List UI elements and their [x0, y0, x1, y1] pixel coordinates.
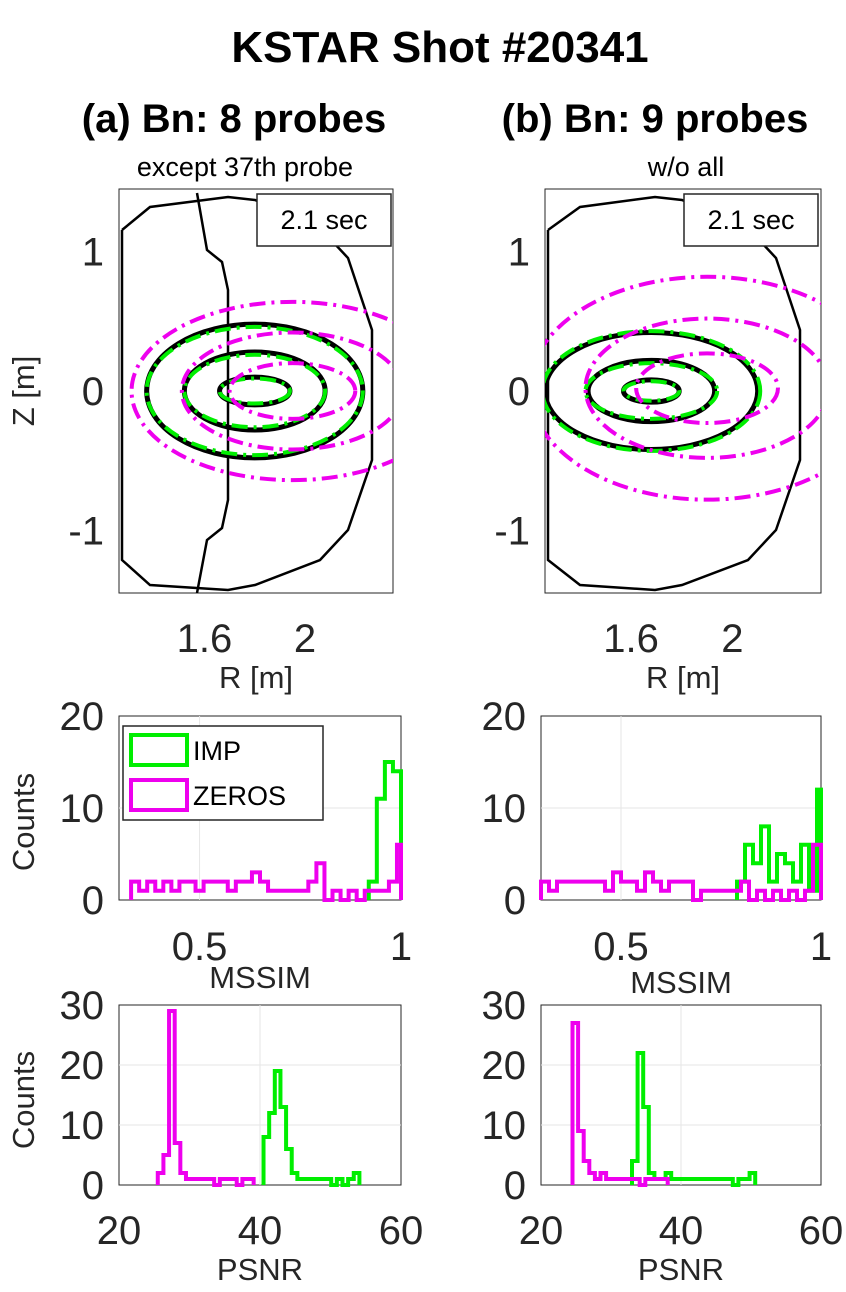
panel-b-subtitle: w/o all	[647, 152, 725, 182]
y-axis-label: Counts	[6, 1051, 41, 1149]
x-tick-label: 40	[238, 1209, 283, 1253]
histogram-zeros	[129, 842, 403, 902]
y-tick-label: 10	[482, 1104, 527, 1148]
y-tick-label: 0	[504, 879, 526, 923]
x-axis-label: PSNR	[638, 1252, 724, 1287]
legend-swatch-imp	[129, 733, 189, 767]
vessel-wall	[546, 195, 802, 592]
x-tick-label: 1	[390, 925, 412, 969]
contour-zeros	[129, 299, 393, 483]
x-tick-label: 1.6	[177, 617, 233, 661]
histogram-zeros	[570, 1021, 670, 1187]
legend-swatch-zeros	[129, 778, 189, 812]
x-axis-label: MSSIM	[630, 965, 732, 1000]
contour-imp	[182, 352, 328, 430]
y-tick-label: 0	[504, 1164, 526, 1208]
y-tick-label: 10	[60, 787, 105, 831]
y-tick-label: 30	[60, 984, 105, 1028]
y-tick-label: 0	[82, 370, 104, 414]
x-tick-label: 60	[379, 1209, 424, 1253]
axes-box	[118, 188, 394, 594]
contour-imp	[144, 324, 365, 458]
time-annotation: 2.1 sec	[280, 205, 367, 235]
contour-imp	[583, 361, 720, 421]
y-axis-label: Z [m]	[6, 356, 41, 427]
y-tick-label: 10	[60, 1104, 105, 1148]
histogram-imp	[366, 760, 403, 900]
y-tick-label: 10	[482, 787, 527, 831]
figure-title: KSTAR Shot #20341	[231, 23, 648, 72]
contour-panel-a: 1.6 2 -1 0 1 R [m] Z [m] 2.1 sec	[6, 188, 394, 695]
y-tick-label: 0	[82, 1164, 104, 1208]
contour-panel-b: 1.6 2 -1 0 1 R [m] 2.1 sec	[494, 188, 822, 695]
panel-b-title: (b) Bn: 9 probes	[502, 97, 809, 141]
contour-zeros	[634, 351, 780, 426]
x-tick-label: 0.5	[593, 925, 649, 969]
legend: IMP ZEROS	[122, 725, 324, 821]
legend-box	[122, 725, 324, 821]
contour-zeros	[179, 330, 393, 452]
x-tick-label: 60	[799, 1209, 844, 1253]
y-tick-label: 30	[482, 984, 527, 1028]
x-tick-label: 1	[810, 925, 832, 969]
y-tick-label: 0	[82, 879, 104, 923]
x-tick-label: 2	[294, 617, 316, 661]
contour-imp	[217, 376, 292, 406]
histogram-imp	[630, 1051, 758, 1187]
y-tick-label: -1	[68, 509, 104, 553]
y-tick-label: 1	[508, 231, 530, 275]
y-tick-label: 20	[482, 1044, 527, 1088]
y-tick-label: -1	[494, 509, 530, 553]
x-axis-label: R [m]	[219, 660, 293, 695]
histogram-zeros	[539, 842, 823, 902]
time-annotation-box	[256, 193, 392, 247]
x-tick-label: 1.6	[603, 617, 659, 661]
contour-reference	[585, 357, 718, 425]
x-axis-label: PSNR	[217, 1252, 303, 1287]
histogram-zeros	[155, 1009, 256, 1187]
time-annotation: 2.1 sec	[707, 205, 794, 235]
contour-zeros	[583, 316, 821, 460]
contour-imp	[621, 379, 682, 403]
vessel-wall	[120, 192, 374, 593]
x-tick-label: 40	[659, 1209, 704, 1253]
y-tick-label: 20	[482, 695, 527, 739]
y-axis-label: Counts	[6, 773, 41, 871]
y-tick-label: 20	[60, 695, 105, 739]
histogram-imp	[261, 1069, 362, 1187]
x-tick-label: 20	[519, 1209, 564, 1253]
y-tick-label: 20	[60, 1044, 105, 1088]
contour-zeros	[227, 361, 358, 421]
panel-a-title: (a) Bn: 8 probes	[82, 97, 386, 141]
psnr-histogram-b: 20 40 60 0 10 20 30 PSNR	[482, 984, 844, 1287]
x-tick-label: 2	[721, 617, 743, 661]
x-axis-label: MSSIM	[209, 960, 311, 995]
panel-a-subtitle: except 37th probe	[137, 152, 353, 182]
x-axis-label: R [m]	[646, 660, 720, 695]
legend-label-imp: IMP	[193, 736, 241, 766]
contour-zeros	[545, 274, 821, 502]
y-tick-label: 1	[82, 231, 104, 275]
time-annotation-box	[683, 193, 819, 247]
x-tick-label: 20	[97, 1209, 142, 1253]
y-tick-label: 0	[508, 370, 530, 414]
legend-label-zeros: ZEROS	[193, 781, 286, 811]
psnr-histogram-a: 20 40 60 0 10 20 30 PSNR Counts	[6, 984, 423, 1287]
x-tick-label: 0.5	[172, 925, 228, 969]
